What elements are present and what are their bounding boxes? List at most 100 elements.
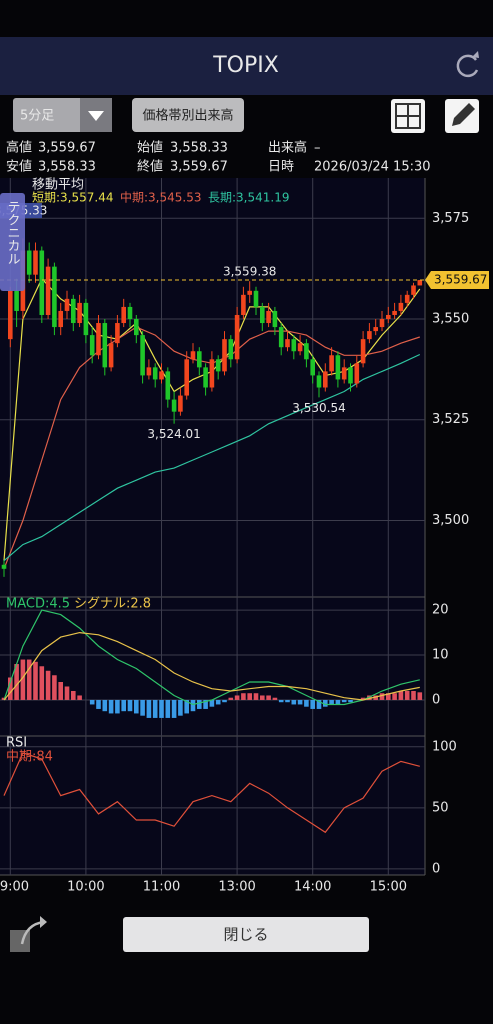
header-bar	[0, 37, 493, 95]
histogram-bar	[159, 699, 164, 718]
volume-profile-button[interactable]	[132, 98, 244, 132]
histogram-bar	[52, 675, 57, 700]
histogram-bar	[209, 699, 215, 707]
histogram-bar	[310, 699, 315, 709]
candle-body	[386, 314, 391, 320]
candle-body	[115, 323, 120, 344]
candle-body	[323, 371, 328, 388]
histogram-bar	[316, 699, 322, 709]
candle-body	[285, 339, 290, 348]
histogram-bar	[45, 670, 51, 700]
y-tick-label: 50	[432, 800, 449, 815]
histogram-bar	[127, 699, 133, 712]
candle-body	[203, 367, 208, 388]
draw-icon[interactable]	[445, 99, 479, 133]
histogram-bar	[386, 693, 391, 700]
histogram-bar	[304, 699, 309, 707]
annotation: 3,524.01	[147, 427, 200, 441]
x-tick-label: 10:00	[67, 880, 104, 895]
histogram-bar	[26, 659, 32, 700]
candle-body	[45, 266, 51, 315]
histogram-bar	[215, 699, 221, 705]
candle-body	[310, 359, 315, 376]
candle-body	[39, 250, 45, 315]
quote-text: 出来高	[268, 140, 307, 156]
x-tick-label: 13:00	[218, 880, 255, 895]
histogram-bar	[241, 693, 246, 700]
candle-body	[77, 302, 82, 324]
candle-body	[247, 290, 252, 295]
histogram-bar	[272, 697, 278, 700]
candle-body	[234, 314, 240, 360]
candle-body	[152, 367, 158, 380]
histogram-bar	[297, 699, 303, 705]
quote-text: 3,559.67	[38, 141, 96, 156]
candle-body	[102, 323, 108, 368]
histogram-bar	[89, 699, 95, 705]
histogram-bar	[33, 661, 38, 700]
legend-entry: シグナル:2.8	[74, 597, 151, 612]
y-tick-label: 3,575	[432, 211, 469, 226]
candle-body	[215, 359, 221, 372]
candle-body	[253, 290, 259, 307]
candle-body	[241, 294, 246, 315]
candle-body	[159, 371, 164, 380]
interval-dropdown[interactable]	[13, 98, 112, 132]
candle-body	[127, 306, 133, 320]
quote-text: 始値	[137, 140, 163, 156]
candle-body	[71, 298, 76, 324]
annotation: 3,559.38	[223, 265, 276, 279]
technical-tab-label: テクニカル	[5, 200, 20, 265]
plot: 09:00 10:00 11:00 13:00 14:00 15:00 3,500 3,525…	[0, 178, 489, 895]
candle-body	[316, 375, 322, 388]
histogram-bar	[417, 692, 423, 700]
chart-area	[0, 178, 425, 875]
candle-body	[354, 363, 360, 384]
histogram-bar	[323, 699, 328, 707]
last-price-tag	[425, 271, 489, 290]
candle-body	[52, 266, 57, 328]
histogram-bar	[39, 666, 45, 700]
histogram-bar	[134, 699, 139, 714]
rotate-icon[interactable]	[10, 916, 47, 952]
histogram-bar	[247, 693, 252, 700]
candle-body	[184, 359, 189, 396]
candle-body	[134, 319, 139, 336]
refresh-icon[interactable]	[456, 51, 479, 78]
histogram-bar	[8, 677, 13, 700]
candle-body	[260, 306, 265, 324]
x-tick-label: 11:00	[143, 880, 180, 895]
candle-body	[392, 310, 397, 315]
candle-body	[64, 298, 70, 311]
quote-text: 3,558.33	[38, 160, 96, 175]
histogram-bar	[146, 699, 152, 718]
candle-body	[291, 339, 297, 352]
histogram-bar	[77, 695, 82, 700]
close-button[interactable]	[123, 917, 369, 952]
candle-body	[335, 355, 341, 380]
layout-icon[interactable]	[391, 99, 425, 133]
histogram-bar	[398, 690, 404, 700]
y-tick-label: 100	[432, 739, 457, 754]
legend-entry: 長期:3,541.19	[208, 191, 289, 205]
technical-tab[interactable]	[0, 193, 25, 291]
histogram-bar	[266, 695, 271, 700]
candle-body	[304, 343, 309, 360]
y-tick-label: 20	[432, 603, 449, 618]
histogram-bar	[392, 693, 397, 700]
candle-body	[8, 290, 13, 340]
candle-body	[89, 335, 95, 356]
candle-body	[209, 359, 215, 388]
line	[3, 752, 420, 834]
candle-body	[140, 335, 145, 376]
candle-body	[178, 395, 183, 412]
candle-body	[26, 250, 32, 275]
quote-text: 3,558.33	[170, 141, 228, 156]
y-tick-label: 3,525	[432, 412, 469, 427]
y-tick-label: 10	[432, 648, 449, 663]
candle-body	[33, 250, 38, 275]
candle-body	[348, 367, 353, 384]
x-tick-label: 14:00	[294, 880, 331, 895]
last-price-label: 3,559.67	[434, 273, 487, 287]
